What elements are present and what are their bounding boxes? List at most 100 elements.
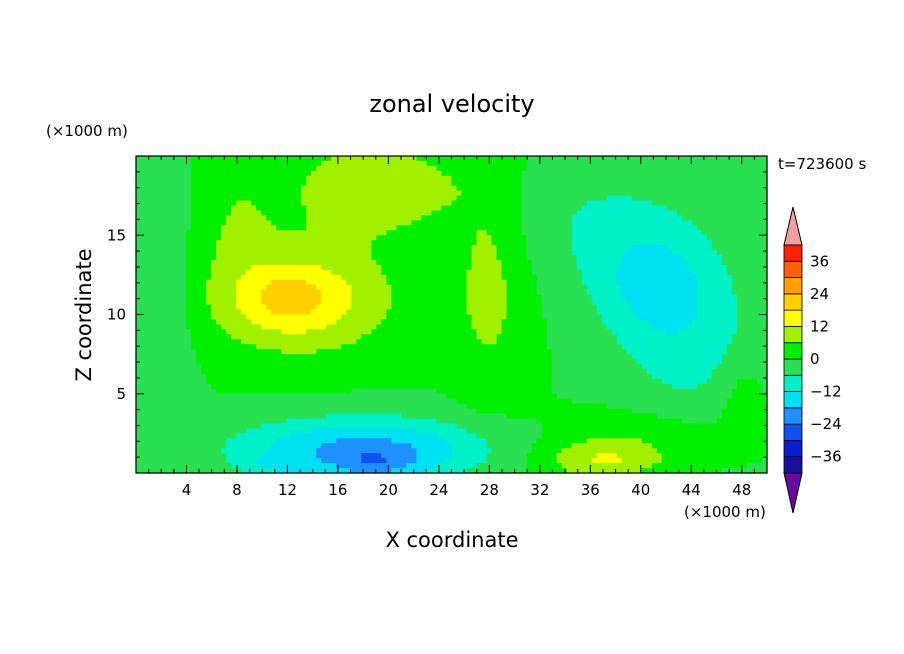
heatmap-cell xyxy=(376,170,382,177)
heatmap-cell xyxy=(706,294,713,301)
heatmap-cell xyxy=(671,319,678,325)
heatmap-cell xyxy=(561,180,568,187)
heatmap-cell xyxy=(391,190,398,197)
heatmap-cell xyxy=(191,344,197,350)
heatmap-cell xyxy=(716,284,723,291)
heatmap-cell xyxy=(611,299,618,306)
heatmap-cell xyxy=(311,284,317,291)
heatmap-cell xyxy=(596,344,603,350)
heatmap-cell xyxy=(306,269,312,276)
heatmap-cell xyxy=(596,334,603,340)
heatmap-cell xyxy=(506,240,513,246)
heatmap-cell xyxy=(286,334,292,340)
heatmap-cell xyxy=(271,205,277,212)
heatmap-cell xyxy=(591,344,598,350)
heatmap-cell xyxy=(496,329,503,335)
heatmap-cell xyxy=(216,210,222,217)
heatmap-cell xyxy=(216,170,222,177)
heatmap-cell xyxy=(471,349,478,355)
heatmap-cell xyxy=(546,294,553,301)
heatmap-cell xyxy=(261,195,267,202)
heatmap-cell xyxy=(186,255,192,261)
heatmap-cell xyxy=(166,314,172,321)
heatmap-cell xyxy=(156,190,162,197)
heatmap-cell xyxy=(656,245,663,251)
heatmap-cell xyxy=(191,205,197,212)
heatmap-cell xyxy=(211,195,217,202)
heatmap-cell xyxy=(326,255,332,261)
heatmap-cell xyxy=(226,165,232,172)
heatmap-cell xyxy=(286,324,292,330)
heatmap-cell xyxy=(366,230,372,236)
heatmap-cell xyxy=(571,269,578,276)
heatmap-cell xyxy=(506,274,513,281)
heatmap-cell xyxy=(396,156,403,162)
heatmap-cell xyxy=(226,329,232,335)
heatmap-cell xyxy=(256,235,262,241)
heatmap-cell xyxy=(341,289,347,296)
heatmap-cell xyxy=(186,220,192,226)
heatmap-cell xyxy=(336,205,342,212)
heatmap-cell xyxy=(666,156,673,162)
heatmap-cell xyxy=(566,324,573,330)
heatmap-cell xyxy=(596,230,603,236)
heatmap-cell xyxy=(566,215,573,221)
heatmap-cell xyxy=(421,190,428,197)
heatmap-cell xyxy=(721,299,728,306)
heatmap-cell xyxy=(171,245,177,251)
heatmap-cell xyxy=(621,190,628,197)
heatmap-cell xyxy=(241,304,247,311)
heatmap-cell xyxy=(386,344,393,350)
heatmap-cell xyxy=(281,156,287,162)
heatmap-cell xyxy=(166,324,172,330)
heatmap-cell xyxy=(471,260,478,266)
heatmap-cell xyxy=(626,294,633,301)
heatmap-cell xyxy=(361,240,367,246)
heatmap-cell xyxy=(266,349,272,355)
heatmap-cell xyxy=(666,299,673,306)
heatmap-cell xyxy=(456,269,463,276)
heatmap-cell xyxy=(736,294,743,301)
heatmap-cell xyxy=(226,210,232,217)
heatmap-cell xyxy=(156,170,162,177)
heatmap-cell xyxy=(421,299,428,306)
heatmap-cell xyxy=(306,260,312,266)
heatmap-cell xyxy=(751,294,758,301)
heatmap-cell xyxy=(561,160,568,167)
heatmap-cell xyxy=(366,255,372,261)
heatmap-cell xyxy=(421,205,428,212)
heatmap-cell xyxy=(211,160,217,167)
heatmap-cell xyxy=(696,324,703,330)
heatmap-cell xyxy=(216,200,222,207)
heatmap-cell xyxy=(531,349,538,355)
heatmap-cell xyxy=(481,230,488,236)
heatmap-cell xyxy=(351,319,357,325)
heatmap-cell xyxy=(411,215,418,221)
heatmap-cell xyxy=(406,245,413,251)
heatmap-cell xyxy=(541,294,548,301)
heatmap-cell xyxy=(676,250,683,256)
heatmap-cell xyxy=(671,279,678,286)
heatmap-cell xyxy=(366,235,372,241)
heatmap-cell xyxy=(456,309,463,316)
heatmap-cell xyxy=(301,220,307,226)
heatmap-cell xyxy=(311,269,317,276)
heatmap-cell xyxy=(321,180,327,187)
heatmap-cell xyxy=(291,279,297,286)
heatmap-cell xyxy=(411,195,418,202)
heatmap-cell xyxy=(476,274,483,281)
heatmap-cell xyxy=(281,324,287,330)
heatmap-cell xyxy=(546,165,553,172)
heatmap-cell xyxy=(601,160,608,167)
heatmap-cell xyxy=(611,324,618,330)
heatmap-cell xyxy=(591,160,598,167)
heatmap-cell xyxy=(551,175,558,182)
heatmap-cell xyxy=(636,269,643,276)
heatmap-cell xyxy=(481,180,488,187)
heatmap-cell xyxy=(506,180,513,187)
heatmap-cell xyxy=(471,344,478,350)
heatmap-cell xyxy=(546,195,553,202)
heatmap-cell xyxy=(386,180,393,187)
heatmap-cell xyxy=(691,156,698,162)
heatmap-cell xyxy=(241,220,247,226)
